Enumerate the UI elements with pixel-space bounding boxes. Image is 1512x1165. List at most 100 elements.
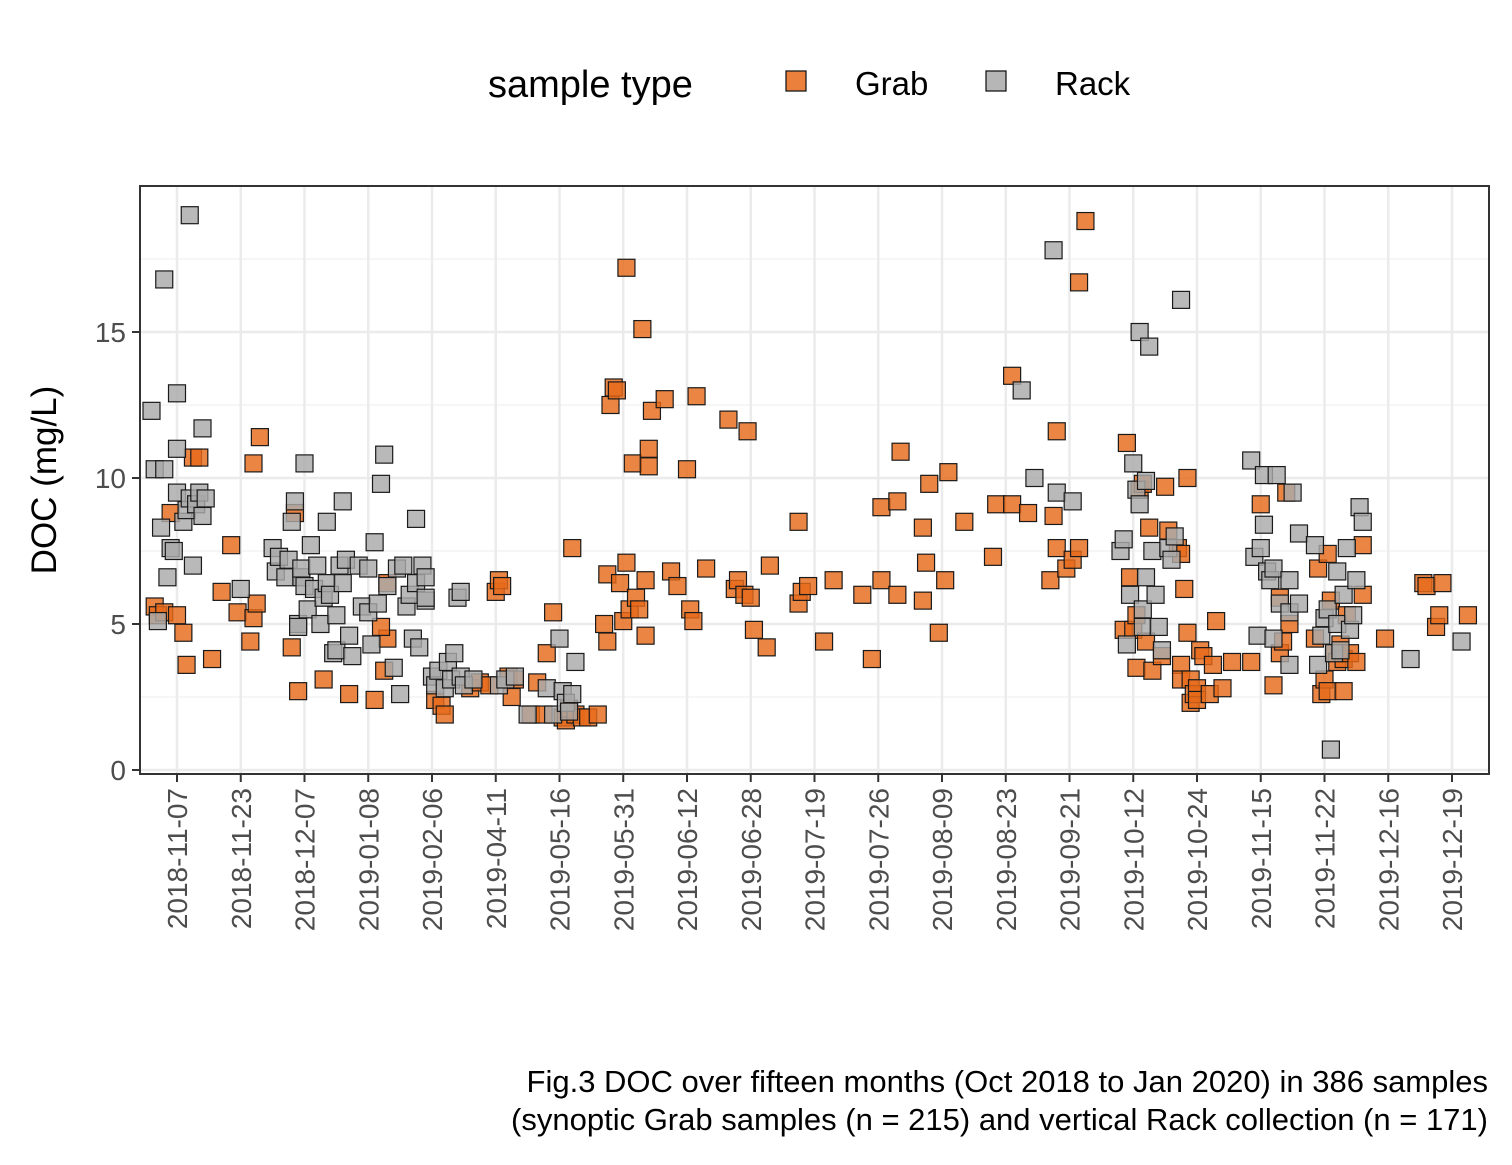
point-rack — [371, 474, 391, 493]
point-grab — [435, 705, 454, 724]
point-rack — [375, 445, 394, 464]
point-rack — [327, 606, 346, 625]
x-tick-label: 2018-11-23 — [226, 788, 257, 929]
point-grab — [365, 690, 384, 710]
point-grab — [1430, 606, 1449, 625]
point-rack — [1337, 538, 1356, 558]
point-rack — [1334, 585, 1353, 604]
point-grab — [595, 614, 614, 634]
point-grab — [371, 617, 391, 637]
figure-caption: Fig.3 DOC over fifteen months (Oct 2018 … — [511, 1063, 1488, 1139]
point-grab — [916, 553, 936, 572]
point-grab — [655, 390, 674, 409]
point-grab — [190, 448, 209, 467]
point-rack — [193, 419, 212, 438]
point-grab — [677, 460, 697, 479]
x-axis: 2018-11-07 2018-11-23 2018-12-07 2019-01-08… — [162, 774, 1468, 931]
point-rack — [1047, 483, 1066, 502]
point-rack — [1305, 536, 1325, 555]
point-rack — [1280, 571, 1299, 590]
point-grab — [282, 638, 301, 657]
legend-key-grab — [785, 70, 807, 92]
point-grab — [250, 428, 269, 447]
point-grab — [1375, 629, 1395, 648]
point-grab — [1156, 477, 1175, 496]
point-rack — [343, 647, 362, 666]
point-grab — [853, 585, 872, 604]
point-rack — [1044, 241, 1063, 260]
point-grab — [1041, 571, 1060, 590]
point-grab — [588, 705, 607, 724]
point-rack — [451, 582, 470, 601]
point-grab — [1433, 574, 1452, 593]
point-grab — [247, 594, 266, 613]
point-grab — [814, 632, 834, 651]
x-tick-label: 2019-11-22 — [1310, 788, 1341, 929]
point-grab — [987, 495, 1006, 514]
point-grab — [563, 538, 582, 558]
point-grab — [668, 576, 687, 596]
point-grab — [639, 439, 658, 458]
point-rack — [158, 568, 177, 587]
point-grab — [862, 649, 881, 669]
y-tick-label: 5 — [110, 609, 126, 640]
point-grab — [1047, 422, 1066, 441]
point-grab — [1417, 576, 1436, 596]
point-rack — [518, 705, 537, 724]
point-rack — [276, 568, 295, 587]
point-rack — [1289, 524, 1309, 543]
point-rack — [1321, 740, 1340, 759]
point-grab — [212, 582, 231, 601]
point-grab — [1069, 538, 1089, 558]
point-rack — [537, 679, 556, 698]
point-rack — [1136, 471, 1156, 491]
point-grab — [1178, 468, 1197, 488]
point-rack — [406, 509, 426, 528]
point-grab — [1222, 652, 1242, 672]
point-rack — [142, 401, 161, 420]
point-grab — [983, 547, 1003, 566]
point-rack — [362, 635, 381, 654]
x-tick-label: 2019-12-19 — [1437, 788, 1468, 931]
point-grab — [1318, 682, 1337, 701]
point-grab — [167, 606, 187, 625]
point-rack — [285, 492, 305, 511]
point-grab — [617, 553, 636, 572]
x-tick-label: 2018-12-07 — [290, 788, 321, 931]
point-rack — [167, 439, 187, 458]
point-grab — [617, 258, 636, 277]
point-grab — [1458, 606, 1478, 625]
point-grab — [630, 600, 649, 619]
point-grab — [1251, 495, 1270, 514]
point-rack — [193, 506, 212, 526]
point-rack — [1242, 451, 1261, 470]
point-grab — [872, 571, 891, 590]
point-grab — [202, 649, 222, 669]
point-rack — [1331, 641, 1350, 660]
point-grab — [1242, 652, 1261, 672]
point-grab — [1353, 536, 1372, 555]
point-grab — [544, 603, 563, 622]
point-rack — [365, 533, 384, 552]
point-grab — [314, 670, 333, 689]
point-rack — [1289, 594, 1309, 613]
point-rack — [155, 270, 174, 289]
point-rack — [368, 594, 387, 613]
y-axis-label: DOC (mg/L) — [25, 386, 64, 575]
point-grab — [929, 623, 948, 642]
legend: sample type Grab Rack — [488, 64, 1131, 106]
point-rack — [1130, 322, 1149, 342]
point-rack — [559, 702, 579, 721]
x-tick-label: 2019-02-06 — [417, 788, 448, 931]
x-tick-label: 2019-07-19 — [800, 788, 831, 931]
x-tick-label: 2019-04-11 — [481, 788, 512, 929]
point-rack — [1124, 454, 1143, 473]
x-tick-label: 2019-10-24 — [1182, 788, 1213, 931]
point-rack — [311, 614, 330, 634]
point-rack — [155, 460, 174, 479]
point-grab — [936, 571, 955, 590]
x-tick-label: 2019-08-23 — [991, 788, 1022, 931]
point-rack — [289, 617, 308, 637]
point-grab — [1140, 518, 1159, 537]
point-rack — [151, 518, 171, 537]
